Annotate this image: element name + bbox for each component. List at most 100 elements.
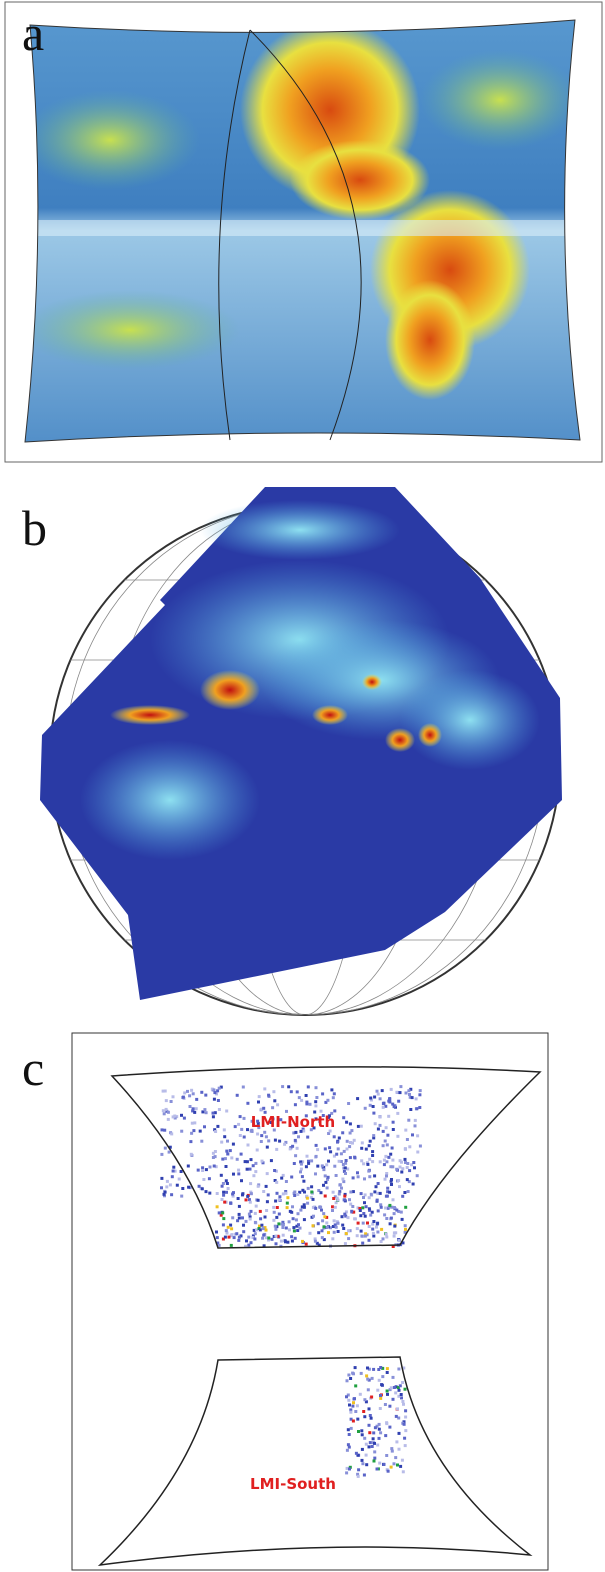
density-cell	[230, 1244, 233, 1247]
density-cell	[170, 1193, 173, 1196]
density-cell	[240, 1128, 243, 1131]
density-cell	[250, 1158, 253, 1161]
density-cell	[278, 1198, 281, 1201]
density-cell	[264, 1216, 267, 1219]
density-cell	[231, 1216, 234, 1219]
density-cell	[267, 1094, 270, 1097]
density-cell	[394, 1231, 397, 1234]
density-cell	[399, 1384, 402, 1387]
density-cell	[238, 1205, 241, 1208]
density-cell	[391, 1147, 394, 1150]
density-cell	[217, 1099, 220, 1102]
density-cell	[357, 1222, 360, 1225]
density-cell	[293, 1162, 296, 1165]
density-cell	[369, 1214, 372, 1217]
density-cell	[213, 1091, 216, 1094]
density-cell	[161, 1128, 164, 1131]
density-cell	[342, 1116, 345, 1119]
density-cell	[398, 1239, 401, 1242]
density-cell	[365, 1148, 368, 1151]
panel-letter: c	[22, 1040, 44, 1096]
density-cell	[404, 1129, 407, 1132]
density-cell	[359, 1393, 362, 1396]
density-cell	[224, 1236, 227, 1239]
density-cell	[265, 1185, 268, 1188]
density-cell	[244, 1160, 247, 1163]
density-cell	[370, 1396, 373, 1399]
density-cell	[322, 1184, 325, 1187]
density-cell	[388, 1426, 391, 1429]
density-cell	[294, 1154, 297, 1157]
density-cell	[388, 1101, 391, 1104]
density-cell	[395, 1091, 398, 1094]
density-cell	[256, 1149, 259, 1152]
density-cell	[187, 1186, 190, 1189]
density-cell	[250, 1210, 253, 1213]
density-cell	[297, 1135, 300, 1138]
density-cell	[274, 1139, 277, 1142]
density-cell	[384, 1105, 387, 1108]
density-cell	[338, 1184, 341, 1187]
density-cell	[371, 1160, 374, 1163]
density-cell	[403, 1423, 406, 1426]
density-cell	[348, 1404, 351, 1407]
density-cell	[208, 1192, 211, 1195]
density-cell	[229, 1149, 232, 1152]
region-label: LMI-North	[251, 1113, 335, 1131]
density-cell	[309, 1103, 312, 1106]
density-cell	[335, 1226, 338, 1229]
density-cell	[277, 1222, 280, 1225]
density-cell	[391, 1159, 394, 1162]
density-cell	[379, 1097, 382, 1100]
density-cell	[348, 1145, 351, 1148]
density-cell	[291, 1145, 294, 1148]
density-cell	[381, 1089, 384, 1092]
density-cell	[212, 1115, 215, 1118]
density-cell	[278, 1195, 281, 1198]
density-cell	[356, 1171, 359, 1174]
density-cell	[353, 1156, 356, 1159]
density-cell	[364, 1107, 367, 1110]
density-cell	[394, 1391, 397, 1394]
density-cell	[294, 1237, 297, 1240]
density-cell	[242, 1086, 245, 1089]
density-cell	[401, 1195, 404, 1198]
panel-b: b	[22, 487, 562, 1015]
density-cell	[193, 1111, 196, 1114]
density-cell	[262, 1190, 265, 1193]
density-cell	[369, 1104, 372, 1107]
density-cell	[378, 1462, 381, 1465]
density-cell	[260, 1224, 263, 1227]
density-cell	[390, 1178, 393, 1181]
density-cell	[392, 1121, 395, 1124]
density-cell	[363, 1201, 366, 1204]
density-cell	[401, 1459, 404, 1462]
density-cell	[390, 1386, 393, 1389]
density-cell	[341, 1224, 344, 1227]
density-cell	[249, 1182, 252, 1185]
density-cell	[408, 1145, 411, 1148]
density-cell	[190, 1153, 193, 1156]
density-cell	[366, 1163, 369, 1166]
density-cell	[363, 1437, 366, 1440]
density-cell	[356, 1227, 359, 1230]
density-cell	[361, 1242, 364, 1245]
density-cell	[347, 1428, 350, 1431]
density-cell	[387, 1115, 390, 1118]
density-cell	[333, 1165, 336, 1168]
density-cell	[306, 1202, 309, 1205]
density-cell	[237, 1197, 240, 1200]
density-cell	[236, 1094, 239, 1097]
density-cell	[360, 1235, 363, 1238]
density-cell	[238, 1217, 241, 1220]
density-cell	[360, 1125, 363, 1128]
density-cell	[298, 1096, 301, 1099]
density-cell	[365, 1205, 368, 1208]
density-cell	[242, 1230, 245, 1233]
density-cell	[383, 1159, 386, 1162]
density-cell	[266, 1172, 269, 1175]
panel-a: a	[0, 0, 605, 462]
density-cell	[227, 1187, 230, 1190]
density-cell	[326, 1186, 329, 1189]
density-cell	[384, 1178, 387, 1181]
